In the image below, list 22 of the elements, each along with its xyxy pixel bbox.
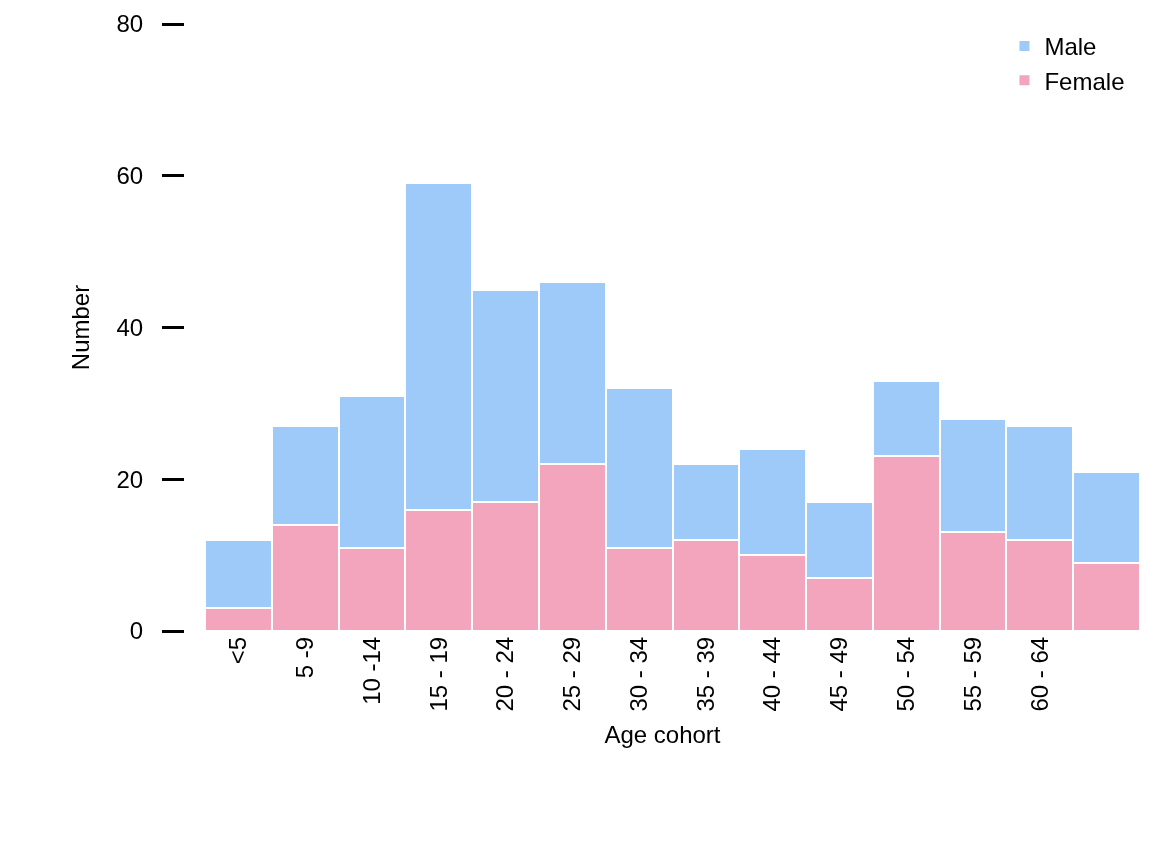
x-tick-label: 45 - 49 xyxy=(825,636,853,712)
y-tick-label: 0 xyxy=(129,617,144,645)
x-tick-label: 10 -14 xyxy=(357,636,385,705)
x-tick-label: 20 - 24 xyxy=(491,636,519,712)
x-tick-label: 30 - 34 xyxy=(624,636,652,712)
x-tick-label: 15 - 19 xyxy=(424,636,452,712)
x-tick-label: 55 - 59 xyxy=(958,636,986,712)
x-tick-label: 40 - 44 xyxy=(758,636,786,712)
y-tick-label: 40 xyxy=(116,313,144,341)
legend-label: Female xyxy=(1044,67,1125,95)
x-axis-title: Age cohort xyxy=(604,720,721,748)
y-tick-label: 20 xyxy=(116,465,144,493)
x-tick-label: <5 xyxy=(224,636,252,665)
x-tick-label: 25 - 29 xyxy=(558,636,586,712)
x-tick-label: 5 -9 xyxy=(291,636,319,679)
y-tick-label: 60 xyxy=(116,162,144,190)
x-tick-label: 60 - 64 xyxy=(1025,636,1053,712)
y-axis-title: Number xyxy=(66,284,94,371)
legend-label: Male xyxy=(1044,33,1097,61)
x-tick-label: 35 - 39 xyxy=(691,636,719,712)
y-tick-label: 80 xyxy=(116,10,144,38)
x-tick-label: 50 - 54 xyxy=(892,636,920,712)
